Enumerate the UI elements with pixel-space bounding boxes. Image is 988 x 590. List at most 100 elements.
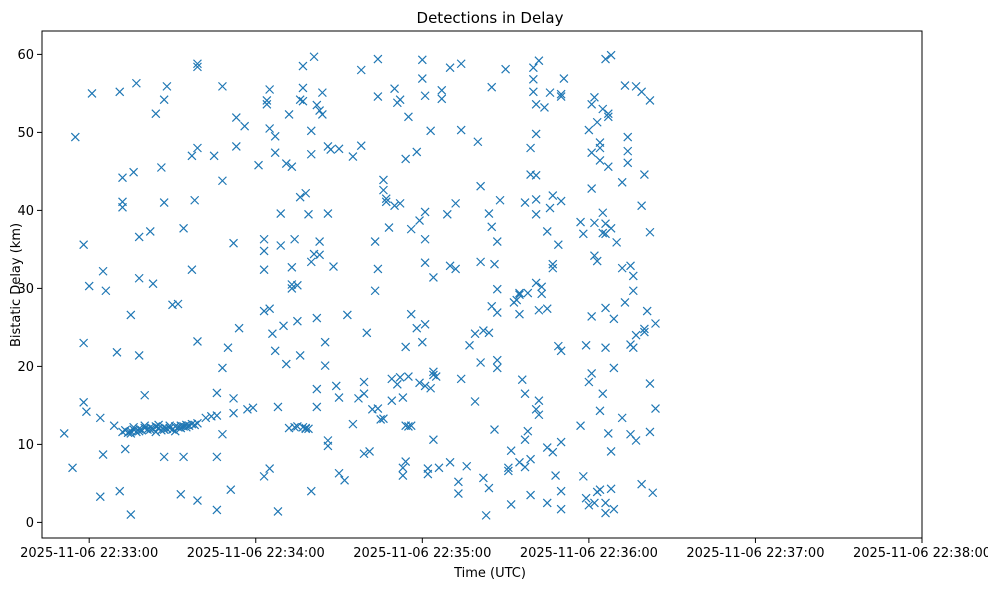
data-point-135 [320,361,330,371]
data-point-218 [437,85,447,95]
data-point-184 [398,463,408,473]
data-point-133 [317,110,327,119]
data-point-305 [551,471,560,481]
data-point-334 [592,117,602,127]
data-point-60 [218,176,227,186]
data-point-98 [284,110,294,119]
data-point-128 [312,313,322,323]
data-point-326 [587,148,597,158]
data-point-37 [159,452,169,462]
data-point-286 [531,278,541,288]
data-point-331 [590,218,599,228]
x-tick-label-5: 2025-11-06 22:38:00 [853,546,988,561]
data-point-360 [606,223,616,233]
data-point-371 [623,158,633,168]
data-point-230 [456,374,466,384]
data-point-434 [181,422,191,432]
data-point-20 [118,202,127,212]
data-point-369 [620,81,630,91]
data-point-47 [193,143,202,153]
data-point-81 [262,95,272,105]
data-point-265 [515,309,524,319]
data-point-179 [395,95,405,105]
data-point-219 [437,94,447,104]
data-point-236 [476,181,486,191]
data-point-121 [306,149,316,159]
data-point-391 [645,379,655,388]
data-point-424 [129,422,139,432]
data-point-243 [484,328,494,338]
data-point-119 [304,424,313,434]
data-point-144 [334,144,344,154]
data-point-123 [306,257,316,267]
data-point-357 [606,50,616,60]
data-point-14 [109,421,119,431]
data-point-254 [492,363,502,373]
data-point-266 [515,457,524,467]
data-point-297 [542,443,552,452]
data-point-71 [240,121,250,131]
data-point-330 [590,92,599,102]
data-point-117 [301,188,311,198]
data-point-155 [359,377,369,387]
data-point-384 [637,201,647,211]
data-point-45 [187,151,197,161]
data-point-67 [229,408,238,418]
data-point-87 [270,131,280,141]
data-point-351 [601,508,610,518]
data-point-276 [526,454,536,464]
x-axis-ticks: 2025-11-06 22:33:00 2025-11-06 22:34:00 20… [20,538,988,561]
data-point-42 [179,223,189,233]
data-point-106 [292,280,302,290]
data-point-89 [270,346,280,356]
data-point-353 [603,109,613,119]
data-point-304 [548,191,558,201]
data-point-335 [592,256,602,266]
data-point-250 [492,284,502,294]
data-point-311 [556,486,566,496]
data-point-321 [581,493,591,503]
y-tick-label-4: 40 [17,204,34,219]
data-point-172 [384,223,394,232]
data-point-142 [329,262,338,271]
data-point-293 [537,289,547,299]
data-point-365 [617,177,627,187]
data-point-395 [651,319,660,328]
data-point-82 [265,304,275,314]
data-point-55 [212,411,222,420]
data-point-228 [456,125,466,135]
y-tick-label-5: 50 [17,126,34,141]
data-point-259 [506,446,516,456]
data-point-257 [503,463,513,473]
data-point-88 [270,148,280,158]
data-point-352 [601,498,610,508]
data-point-306 [553,240,563,250]
data-point-190 [404,422,413,431]
data-point-161 [370,237,380,247]
data-point-166 [376,415,386,424]
data-point-322 [584,377,594,387]
data-point-323 [584,500,594,510]
data-point-202 [420,381,430,391]
data-point-320 [581,340,591,350]
data-point-211 [426,126,436,136]
data-point-269 [520,435,530,445]
data-point-242 [484,209,494,218]
data-point-319 [578,471,588,481]
data-point-289 [534,305,544,315]
data-point-74 [254,160,263,170]
data-point-120 [306,126,316,136]
data-point-65 [229,238,238,248]
data-point-270 [520,198,530,208]
data-point-24 [126,510,136,520]
data-point-216 [431,372,441,381]
data-point-22 [126,310,136,320]
data-point-6 [81,407,91,417]
data-point-210 [426,383,436,393]
data-point-69 [231,113,241,123]
data-point-86 [267,329,277,339]
data-point-383 [637,87,647,97]
data-point-158 [365,446,374,456]
